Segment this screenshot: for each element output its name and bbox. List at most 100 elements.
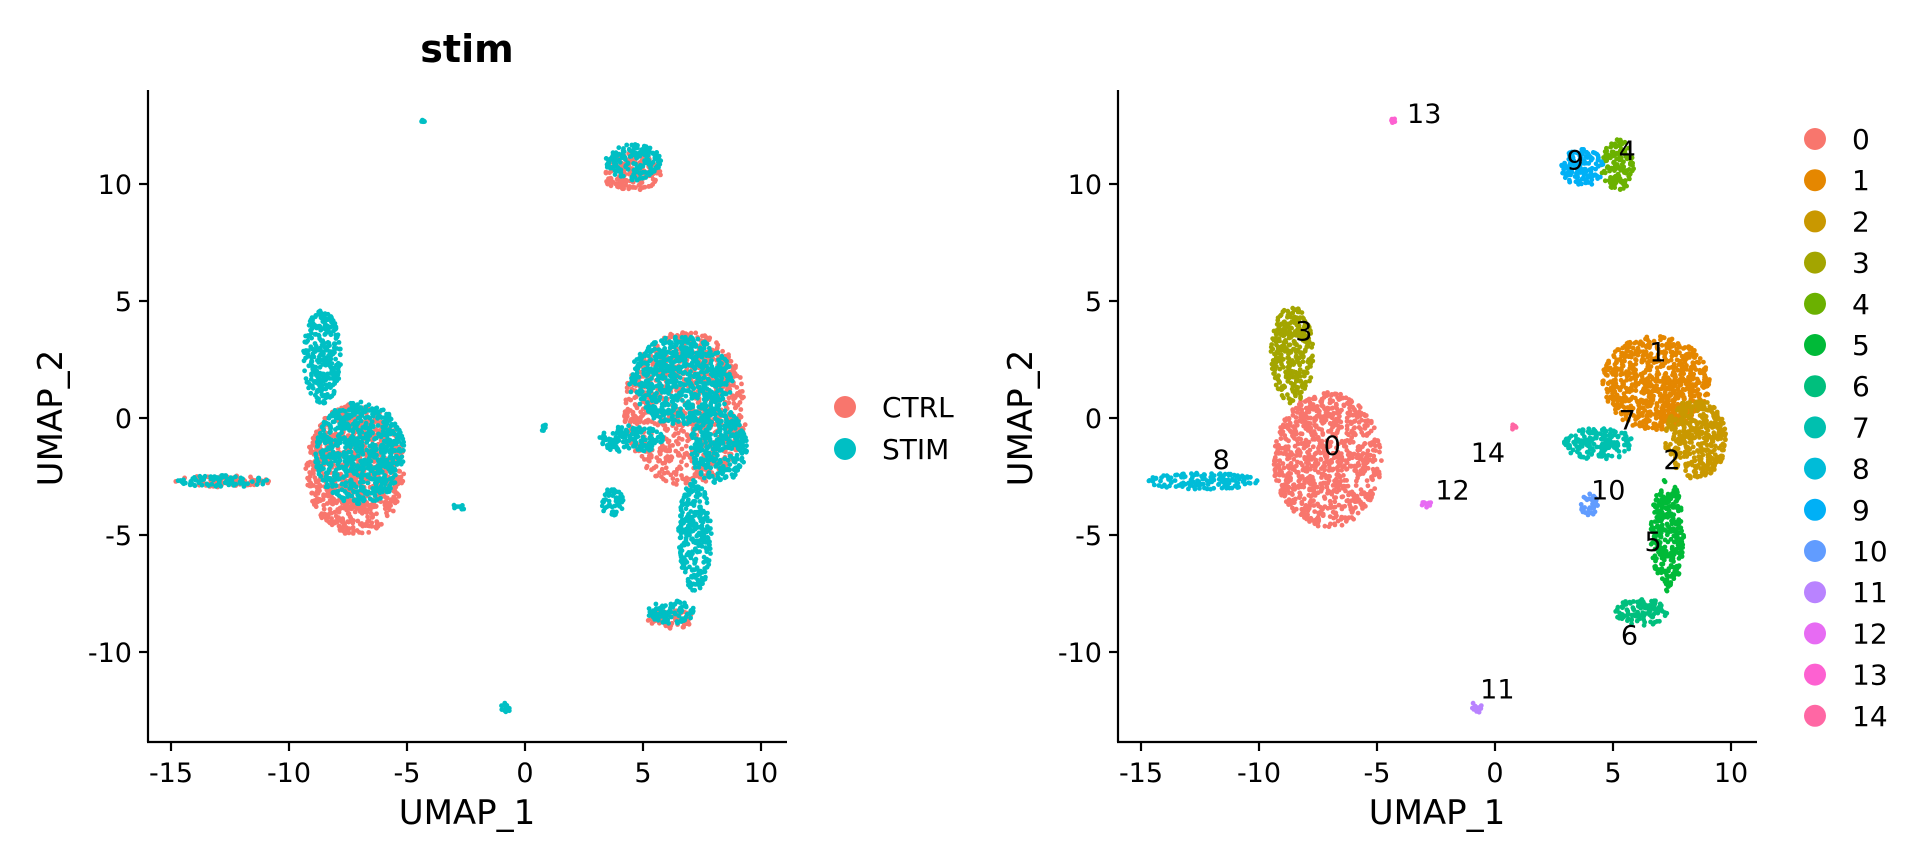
data-point xyxy=(683,377,689,382)
data-point xyxy=(693,357,699,362)
data-point xyxy=(358,411,363,417)
data-point xyxy=(689,362,694,367)
data-point xyxy=(695,371,701,377)
data-point xyxy=(317,364,323,370)
data-point xyxy=(698,470,704,475)
data-point xyxy=(336,515,341,520)
data-point xyxy=(702,351,708,357)
data-point xyxy=(306,462,311,468)
data-point xyxy=(308,327,313,333)
data-point xyxy=(365,480,371,486)
data-point xyxy=(665,349,671,355)
data-point xyxy=(392,431,398,437)
data-point xyxy=(683,393,689,399)
data-point xyxy=(661,470,667,476)
data-point xyxy=(639,147,644,153)
data-point xyxy=(331,419,337,425)
data-point xyxy=(680,386,686,392)
data-point xyxy=(368,496,374,502)
data-point xyxy=(321,506,327,512)
data-point xyxy=(350,438,356,444)
data-point xyxy=(702,339,708,345)
data-point xyxy=(604,179,609,184)
data-point xyxy=(317,497,323,502)
data-point xyxy=(309,354,314,360)
data-point xyxy=(692,450,698,455)
data-point xyxy=(386,485,391,491)
data-point xyxy=(717,448,723,453)
data-point xyxy=(706,425,711,431)
data-point xyxy=(328,361,334,367)
data-point xyxy=(325,489,331,494)
data-point xyxy=(632,395,638,401)
data-point xyxy=(713,456,719,462)
data-point xyxy=(716,357,721,363)
data-point xyxy=(614,495,619,500)
data-point xyxy=(636,382,642,387)
data-point xyxy=(391,498,397,504)
data-point xyxy=(623,179,629,185)
data-point xyxy=(634,357,640,362)
data-point xyxy=(644,465,649,471)
data-point xyxy=(685,415,691,420)
data-point xyxy=(369,523,375,529)
data-point xyxy=(626,186,632,192)
data-point xyxy=(702,494,707,499)
data-point xyxy=(654,613,660,618)
data-point xyxy=(657,449,663,455)
data-point xyxy=(688,615,693,621)
data-point xyxy=(344,453,349,459)
data-point xyxy=(669,394,675,400)
data-point xyxy=(199,475,205,481)
data-point xyxy=(678,382,683,388)
data-point xyxy=(307,470,313,475)
data-point xyxy=(335,498,341,504)
data-point xyxy=(676,450,681,456)
data-point xyxy=(353,484,359,490)
data-point xyxy=(670,418,676,424)
data-point xyxy=(734,452,740,458)
data-point xyxy=(668,601,674,607)
data-point xyxy=(367,433,373,438)
data-point xyxy=(742,422,748,428)
data-point xyxy=(316,436,321,442)
data-point xyxy=(691,478,696,483)
data-point xyxy=(715,429,721,435)
data-point xyxy=(690,567,696,573)
data-point xyxy=(375,423,381,428)
data-point xyxy=(715,474,721,480)
data-point xyxy=(708,361,714,366)
data-point xyxy=(369,520,375,526)
data-point xyxy=(319,424,325,430)
data-point xyxy=(675,410,681,416)
data-point xyxy=(634,177,640,183)
data-point xyxy=(373,485,379,491)
data-point xyxy=(702,527,708,533)
data-point xyxy=(316,471,322,477)
data-point xyxy=(238,481,243,486)
data-point xyxy=(644,445,650,451)
data-point xyxy=(222,473,227,479)
data-point xyxy=(208,476,214,482)
data-point xyxy=(657,351,662,357)
data-point xyxy=(672,601,678,607)
data-point xyxy=(682,560,688,566)
data-point xyxy=(635,429,641,435)
data-point xyxy=(668,410,674,416)
data-point xyxy=(368,422,374,428)
data-point xyxy=(678,344,684,350)
data-point xyxy=(384,499,389,505)
data-point xyxy=(688,402,693,407)
data-point xyxy=(668,378,674,384)
data-point xyxy=(648,366,654,372)
data-point xyxy=(307,483,313,489)
data-point xyxy=(323,459,329,465)
data-point xyxy=(355,415,361,421)
data-point xyxy=(702,358,708,364)
data-point xyxy=(314,368,320,374)
data-point xyxy=(703,465,709,471)
data-point xyxy=(318,467,323,473)
data-point xyxy=(688,384,694,389)
data-point xyxy=(717,409,723,415)
